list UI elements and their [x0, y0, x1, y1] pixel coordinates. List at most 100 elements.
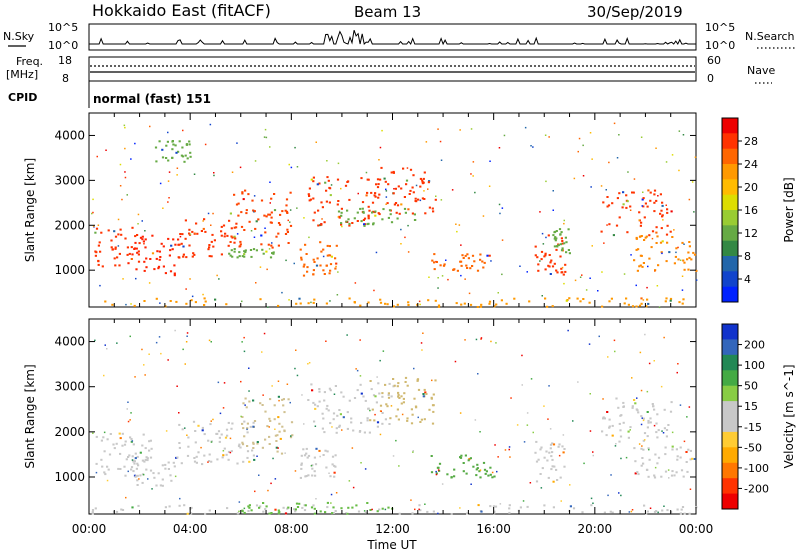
data-patch — [299, 241, 338, 277]
colorbar-tick-label: -50 — [744, 441, 762, 454]
nsky-trace — [88, 30, 696, 46]
colorbar-swatch — [722, 225, 738, 242]
velocity-panel: 1000 2000 3000 4000 Slant Range [km] — [23, 318, 698, 515]
colorbar-label: Power [dB] — [782, 177, 796, 242]
nsearch-label: N.Search — [745, 30, 795, 43]
data-patch — [241, 395, 294, 455]
beam-label: Beam 13 — [354, 3, 421, 21]
cpid-label: CPID — [8, 91, 37, 104]
colorbar-tick-label: 15 — [744, 400, 758, 413]
y-tick-label: 1000 — [54, 263, 85, 277]
data-patch — [633, 445, 696, 479]
nsky-label: N.Sky — [3, 30, 35, 43]
data-patch — [178, 420, 256, 466]
colorbar-tick-label: -200 — [744, 482, 769, 495]
data-patch — [154, 140, 192, 163]
y-tick-label: 4000 — [54, 128, 85, 142]
y-tick-label: 2000 — [54, 425, 85, 439]
power-colorbar: 28 24 20 16 12 8 4 Power [dB] — [721, 117, 796, 303]
x-tick-label: 00:00 — [72, 522, 107, 536]
colorbar-swatch — [722, 256, 738, 272]
x-tick-label: 12:00 — [375, 522, 410, 536]
colorbar-swatch — [722, 354, 738, 371]
data-patch — [229, 189, 293, 249]
nave-tick-bottom: 0 — [707, 72, 714, 85]
data-patch — [431, 253, 491, 272]
colorbar-swatch — [722, 194, 738, 211]
freq-tick-bottom: 8 — [62, 72, 69, 85]
nsky-tick-bottom: 10^0 — [48, 39, 78, 52]
colorbar-tick-label: 12 — [744, 227, 758, 240]
x-tick-label: 00:00 — [679, 522, 714, 536]
x-tick-label: 20:00 — [578, 522, 613, 536]
colorbar-tick-label: 4 — [744, 273, 751, 286]
colorbar-tick-label: 20 — [744, 181, 758, 194]
colorbar-swatch — [722, 478, 738, 495]
colorbar-swatch — [722, 133, 738, 150]
data-patch — [337, 207, 417, 227]
colorbar-label: Velocity [m s^-1] — [782, 364, 796, 468]
x-tick-label: 16:00 — [476, 522, 511, 536]
data-patch — [534, 440, 566, 483]
colorbar-swatch — [722, 210, 738, 226]
y-axis-label: Slant Range [km] — [23, 364, 37, 468]
nsky-panel: N.Sky 10^5 10^0 10^5 10^0 N.Search — [3, 21, 795, 52]
y-tick-label: 3000 — [54, 173, 85, 187]
colorbar-swatch — [722, 286, 738, 303]
colorbar-swatch — [722, 271, 738, 288]
colorbar-swatch — [722, 164, 738, 180]
cpid-value: normal (fast) 151 — [93, 92, 211, 106]
colorbar-tick-label: 28 — [744, 135, 758, 148]
data-patch — [430, 454, 496, 479]
y-tick-label: 4000 — [54, 335, 85, 349]
data-patch — [299, 447, 337, 479]
x-tick-label: 08:00 — [274, 522, 309, 536]
data-patch — [307, 382, 395, 434]
data-patch — [127, 455, 179, 487]
freq-unit: [MHz] — [6, 68, 38, 81]
colorbar-swatch — [722, 447, 738, 464]
colorbar-tick-label: 24 — [744, 158, 758, 171]
colorbar-swatch — [722, 118, 738, 134]
plot-frame — [88, 318, 697, 515]
data-patch — [369, 376, 437, 425]
colorbar-tick-label: 50 — [744, 380, 758, 393]
colorbar-swatch — [722, 240, 738, 257]
y-axis-label: Slant Range [km] — [23, 158, 37, 262]
nsky-line — [88, 30, 696, 46]
colorbar-swatch — [722, 401, 738, 417]
colorbar-swatch — [722, 462, 738, 479]
nsearch-tick-bottom: 10^0 — [705, 39, 735, 52]
power-panel: 1000 2000 3000 4000 Slant Range [km] — [23, 112, 698, 309]
colorbar-swatch — [722, 324, 738, 340]
colorbar-tick-label: 8 — [744, 250, 751, 263]
colorbar-swatch — [722, 179, 738, 196]
data-patch — [220, 248, 275, 259]
colorbar-tick-label: -15 — [744, 421, 762, 434]
colorbar-swatch — [722, 148, 738, 165]
data-patch — [307, 176, 381, 227]
y-tick-label: 3000 — [54, 380, 85, 394]
colorbar-swatch — [722, 385, 738, 402]
noise-scatter — [92, 329, 692, 515]
data-patch — [552, 228, 571, 255]
data-patch — [367, 166, 437, 218]
velocity-colorbar: 200 100 50 15 -15 -50 -100 -200 Velocity [m s^-1… — [721, 323, 796, 510]
colorbar-tick-label: 100 — [744, 359, 765, 372]
y-tick-label: 2000 — [54, 218, 85, 232]
noise-scatter — [91, 122, 698, 309]
colorbar-swatch — [722, 370, 738, 387]
freq-tick-top: 18 — [58, 54, 72, 67]
colorbar-swatch — [722, 339, 738, 356]
nsky-tick-top: 10^5 — [48, 21, 78, 34]
data-patch — [94, 226, 141, 268]
nsearch-tick-top: 10^5 — [705, 21, 735, 34]
colorbar-swatch — [722, 416, 738, 433]
data-patch — [104, 297, 685, 308]
x-tick-label: 04:00 — [173, 522, 208, 536]
data-patch — [127, 234, 180, 277]
data-patch — [633, 235, 698, 272]
data-patch — [95, 432, 153, 477]
colorbar-swatch — [722, 431, 738, 448]
